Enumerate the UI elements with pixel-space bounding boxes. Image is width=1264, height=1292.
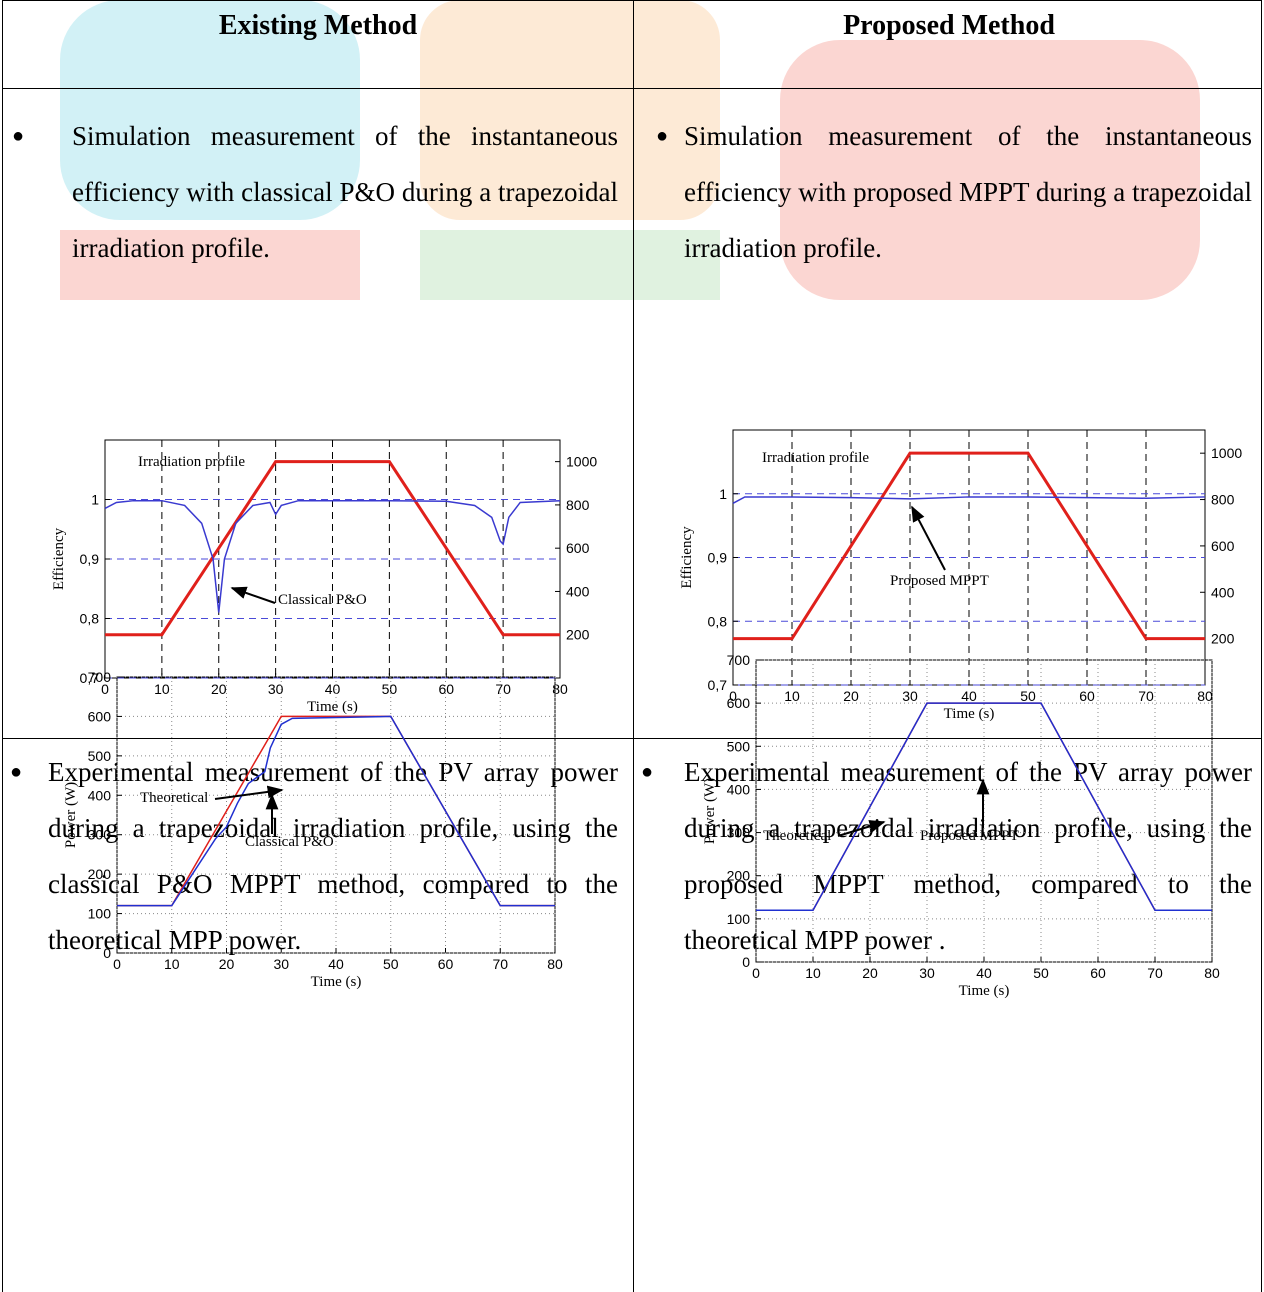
annotation: Irradiation profile bbox=[762, 450, 869, 466]
x-tick-label: 40 bbox=[976, 965, 992, 981]
x-tick-label: 30 bbox=[919, 965, 935, 981]
y-tick-label: 200 bbox=[88, 866, 112, 882]
x-tick-label: 10 bbox=[805, 965, 821, 981]
annotation: Theoretical bbox=[763, 828, 831, 844]
x-tick-label: 40 bbox=[325, 681, 341, 697]
y-tick-label: 600 bbox=[727, 695, 751, 711]
plot-frame bbox=[117, 677, 555, 953]
x-tick-label: 30 bbox=[273, 956, 289, 972]
y-tick-label: 0,9 bbox=[80, 551, 100, 567]
y2-tick-label: 200 bbox=[1211, 631, 1235, 647]
y-tick-label: 300 bbox=[88, 827, 112, 843]
x-tick-label: 70 bbox=[492, 956, 508, 972]
x-tick-label: 70 bbox=[1138, 688, 1154, 704]
x-axis-label: Time (s) bbox=[944, 706, 995, 722]
annotation: Proposed MPPT bbox=[920, 828, 1019, 844]
y-tick-label: 0 bbox=[742, 954, 750, 970]
x-tick-label: 50 bbox=[1020, 688, 1036, 704]
y-tick-label: 100 bbox=[727, 911, 751, 927]
x-tick-label: 60 bbox=[1090, 965, 1106, 981]
x-tick-label: 80 bbox=[1197, 688, 1213, 704]
x-tick-label: 10 bbox=[164, 956, 180, 972]
x-tick-label: 70 bbox=[495, 681, 511, 697]
x-tick-label: 20 bbox=[862, 965, 878, 981]
annotation: Classical P&O bbox=[245, 834, 334, 850]
x-tick-label: 50 bbox=[1033, 965, 1049, 981]
x-axis-label: Time (s) bbox=[311, 974, 362, 990]
y-axis-label: Power (W) bbox=[63, 782, 79, 848]
y-tick-label: 1 bbox=[719, 486, 727, 502]
x-tick-label: 60 bbox=[438, 956, 454, 972]
y-tick-label: 300 bbox=[727, 825, 751, 841]
y2-tick-label: 600 bbox=[1211, 538, 1235, 554]
y2-tick-label: 800 bbox=[1211, 492, 1235, 508]
y-tick-label: 200 bbox=[727, 868, 751, 884]
annotation: Theoretical bbox=[140, 790, 208, 806]
y2-tick-label: 800 bbox=[566, 497, 590, 513]
x-tick-label: 50 bbox=[383, 956, 399, 972]
annotation: Proposed MPPT bbox=[890, 573, 989, 589]
x-tick-label: 80 bbox=[1204, 965, 1220, 981]
annotation: Classical P&O bbox=[278, 592, 367, 608]
x-tick-label: 30 bbox=[902, 688, 918, 704]
x-tick-label: 0 bbox=[113, 956, 121, 972]
y-tick-label: 700 bbox=[88, 669, 112, 685]
y-tick-label: 1 bbox=[91, 492, 99, 508]
x-axis-label: Time (s) bbox=[307, 699, 358, 715]
y-tick-label: 400 bbox=[88, 787, 112, 803]
y2-tick-label: 600 bbox=[566, 540, 590, 556]
x-tick-label: 20 bbox=[843, 688, 859, 704]
y-tick-label: 0,7 bbox=[708, 677, 728, 693]
x-axis-label: Time (s) bbox=[959, 983, 1010, 999]
x-tick-label: 40 bbox=[961, 688, 977, 704]
x-tick-label: 80 bbox=[547, 956, 563, 972]
x-tick-label: 20 bbox=[219, 956, 235, 972]
y-tick-label: 500 bbox=[727, 738, 751, 754]
annotation-arrow bbox=[232, 588, 275, 603]
y-axis-label: Power (W) bbox=[702, 778, 718, 844]
y2-tick-label: 400 bbox=[566, 583, 590, 599]
y2-tick-label: 1000 bbox=[1211, 445, 1242, 461]
y-tick-label: 100 bbox=[88, 906, 112, 922]
x-tick-label: 60 bbox=[438, 681, 454, 697]
y-axis-label: Efficiency bbox=[51, 527, 67, 590]
x-tick-label: 20 bbox=[211, 681, 227, 697]
y-tick-label: 600 bbox=[88, 708, 112, 724]
y-tick-label: 700 bbox=[727, 652, 751, 668]
y-tick-label: 0,8 bbox=[708, 613, 728, 629]
y-tick-label: 500 bbox=[88, 748, 112, 764]
y-axis-label: Efficiency bbox=[679, 526, 695, 589]
y-tick-label: 400 bbox=[727, 781, 751, 797]
x-tick-label: 60 bbox=[1079, 688, 1095, 704]
x-tick-label: 0 bbox=[752, 965, 760, 981]
y-tick-label: 0,9 bbox=[708, 550, 728, 566]
annotation: Irradiation profile bbox=[138, 454, 245, 470]
page: Existing Method Proposed Method ● Simula… bbox=[0, 0, 1264, 1292]
y2-tick-label: 400 bbox=[1211, 584, 1235, 600]
y2-tick-label: 1000 bbox=[566, 454, 597, 470]
y-tick-label: 0 bbox=[103, 945, 111, 961]
charts: 010203040506070800,70,80,912004006008001… bbox=[0, 0, 1264, 1292]
x-tick-label: 40 bbox=[328, 956, 344, 972]
x-tick-label: 50 bbox=[382, 681, 398, 697]
y-tick-label: 0,8 bbox=[80, 611, 100, 627]
y2-tick-label: 200 bbox=[566, 627, 590, 643]
x-tick-label: 70 bbox=[1147, 965, 1163, 981]
x-tick-label: 10 bbox=[154, 681, 170, 697]
x-tick-label: 10 bbox=[784, 688, 800, 704]
annotation-arrow bbox=[912, 507, 945, 570]
